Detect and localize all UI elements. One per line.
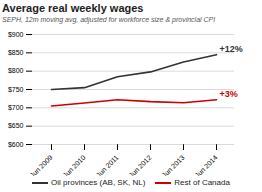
svg-text:Jun 2009: Jun 2009 [28, 154, 53, 176]
svg-text:Jun 2012: Jun 2012 [127, 154, 152, 176]
svg-text:$800: $800 [8, 67, 24, 74]
svg-text:$700: $700 [8, 104, 24, 111]
svg-text:$750: $750 [8, 86, 24, 93]
svg-text:$900: $900 [8, 31, 24, 38]
svg-text:Jun 2014: Jun 2014 [193, 154, 218, 176]
svg-text:$600: $600 [8, 141, 24, 148]
svg-text:+3%: +3% [220, 89, 238, 99]
svg-text:Jun 2010: Jun 2010 [61, 154, 86, 176]
html-text:SEPH, 12m moving avg, adjusted: SEPH, 12m moving avg, adjusted for workf… [2, 16, 216, 23]
svg-text:$850: $850 [8, 49, 24, 56]
html-text:Average real weekly wages: Average real weekly wages [2, 2, 144, 14]
svg-text:Jun 2011: Jun 2011 [95, 154, 120, 176]
svg-text:+12%: +12% [220, 44, 243, 54]
svg-text:$650: $650 [8, 122, 24, 129]
html-text:Oil provinces (AB, SK, NL): Oil provinces (AB, SK, NL) [51, 178, 146, 187]
svg-text:Jun 2013: Jun 2013 [160, 154, 185, 176]
html-text:Rest of Canada: Rest of Canada [174, 178, 230, 187]
